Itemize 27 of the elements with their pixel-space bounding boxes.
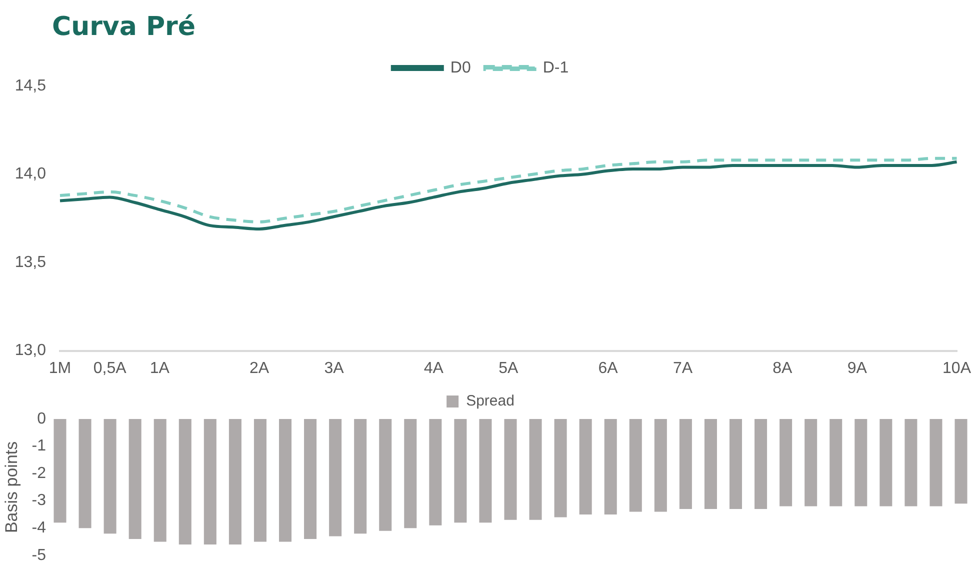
x-tick-label: 7A xyxy=(672,360,693,377)
legend-label: Spread xyxy=(466,392,514,410)
x-tick-label: 0,5A xyxy=(93,360,127,377)
x-tick-label: 8A xyxy=(772,360,793,377)
y-tick-label: -3 xyxy=(32,492,46,510)
y-tick-label: -5 xyxy=(32,546,46,564)
x-tick-label: 2A xyxy=(249,360,270,377)
y-tick-label: 0 xyxy=(37,410,46,428)
y-tick-label: -2 xyxy=(32,464,46,482)
x-tick-label: 10A xyxy=(942,360,972,377)
x-tick-label: 9A xyxy=(847,360,868,377)
y-tick-label: 14,0 xyxy=(14,166,46,183)
y-tick-label: 13,5 xyxy=(14,254,46,271)
y-tick-label: 13,0 xyxy=(14,342,46,360)
y-tick-label: -1 xyxy=(32,438,46,455)
y-axis-title: Basis points xyxy=(2,441,21,534)
legend-label: D0 xyxy=(450,59,471,76)
x-tick-label: 1M xyxy=(48,360,72,377)
x-tick-label: 1A xyxy=(150,360,170,377)
chart-title: Curva Pré xyxy=(51,11,196,44)
y-tick-label: 14,5 xyxy=(14,77,46,94)
x-tick-label: 3A xyxy=(324,360,344,377)
legend-label: D-1 xyxy=(542,59,569,76)
y-tick-label: -4 xyxy=(32,520,46,537)
x-tick-label: 5A xyxy=(498,360,518,377)
x-tick-label: 6A xyxy=(598,360,618,377)
x-tick-label: 4A xyxy=(424,360,444,377)
